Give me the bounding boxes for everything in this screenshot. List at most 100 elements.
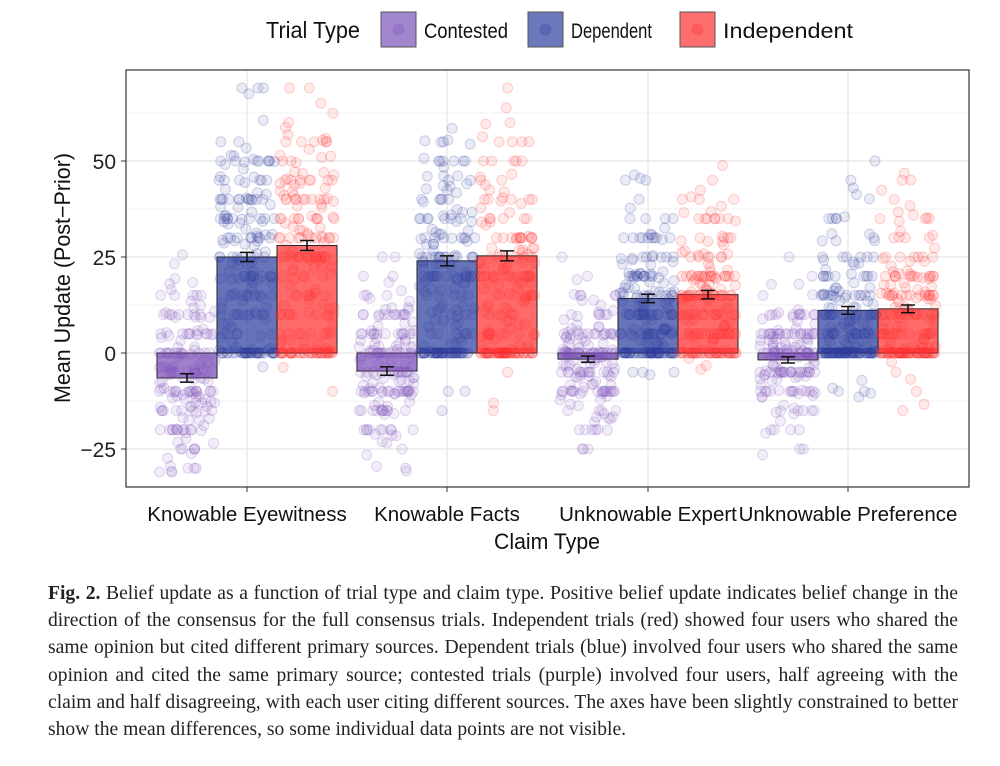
data-point-independent — [291, 289, 303, 301]
data-point-contested — [369, 399, 380, 411]
legend-point-independent — [691, 23, 704, 36]
data-point-independent — [715, 347, 727, 359]
data-point-contested — [602, 424, 613, 436]
data-point-independent — [877, 323, 889, 335]
data-point-independent — [707, 174, 719, 186]
data-point-dependent — [430, 347, 442, 359]
data-point-dependent — [216, 193, 228, 205]
data-point-contested — [390, 430, 402, 442]
data-point-independent — [288, 263, 299, 275]
data-point-contested — [595, 393, 606, 405]
data-point-contested — [406, 347, 418, 359]
data-point-contested — [397, 328, 408, 340]
data-point-contested — [178, 424, 190, 436]
data-point-dependent — [616, 295, 628, 307]
data-point-dependent — [240, 347, 252, 359]
data-point-contested — [764, 366, 776, 378]
data-point-dependent — [233, 273, 245, 284]
data-point-dependent — [427, 238, 439, 250]
data-point-dependent — [426, 283, 437, 295]
data-point-contested — [577, 443, 589, 455]
data-point-dependent — [269, 156, 280, 167]
data-point-contested — [564, 348, 576, 360]
data-point-dependent — [434, 251, 446, 263]
data-point-contested — [169, 311, 181, 323]
data-point-independent — [320, 290, 332, 302]
data-point-dependent — [467, 251, 479, 263]
data-point-independent — [298, 337, 310, 349]
data-point-independent — [923, 273, 935, 284]
data-point-contested — [783, 251, 795, 263]
data-point-contested — [188, 309, 200, 321]
data-point-dependent — [457, 206, 469, 218]
data-point-dependent — [226, 321, 238, 333]
data-point-dependent — [260, 188, 272, 200]
data-point-contested — [599, 385, 611, 397]
data-point-contested — [798, 405, 809, 417]
data-point-contested — [363, 347, 375, 359]
data-point-dependent — [436, 347, 447, 359]
data-point-contested — [193, 390, 205, 402]
data-point-dependent — [242, 347, 254, 359]
data-point-contested — [760, 427, 772, 439]
data-point-dependent — [221, 347, 233, 359]
data-point-contested — [597, 337, 609, 349]
data-point-contested — [565, 385, 577, 397]
data-point-dependent — [453, 347, 465, 359]
data-point-contested — [193, 347, 205, 359]
data-point-contested — [591, 411, 602, 423]
data-point-contested — [773, 367, 785, 379]
data-point-contested — [154, 361, 166, 373]
data-point-contested — [207, 385, 219, 397]
data-point-independent — [323, 303, 335, 315]
data-point-dependent — [425, 347, 437, 359]
data-point-contested — [564, 333, 576, 345]
data-point-dependent — [445, 213, 457, 225]
data-point-dependent — [446, 347, 458, 359]
data-point-contested — [565, 329, 577, 341]
data-point-independent — [526, 232, 538, 244]
data-point-independent — [686, 269, 698, 281]
data-point-contested — [755, 335, 767, 346]
data-point-dependent — [267, 272, 279, 284]
data-point-dependent — [257, 215, 269, 227]
data-point-contested — [789, 328, 801, 340]
data-point-independent — [274, 185, 286, 197]
data-point-contested — [190, 407, 202, 419]
data-point-dependent — [240, 142, 252, 154]
data-point-contested — [404, 295, 416, 307]
data-point-dependent — [653, 286, 665, 298]
data-point-contested — [172, 347, 184, 359]
data-point-contested — [187, 289, 199, 301]
data-point-dependent — [256, 347, 268, 359]
data-point-independent — [910, 385, 922, 397]
data-point-contested — [205, 329, 217, 341]
data-point-dependent — [859, 309, 871, 321]
data-point-independent — [694, 184, 706, 196]
data-point-dependent — [468, 303, 480, 314]
data-point-dependent — [437, 347, 448, 359]
data-point-independent — [504, 117, 516, 129]
data-point-contested — [353, 405, 365, 417]
data-point-contested — [571, 347, 583, 359]
legend-title: Trial Type — [266, 17, 360, 43]
data-point-contested — [153, 385, 165, 397]
caption-label: Fig. 2. — [48, 583, 101, 604]
data-point-contested — [773, 347, 785, 359]
data-point-dependent — [432, 304, 444, 316]
data-point-contested — [597, 385, 609, 397]
data-point-contested — [190, 385, 202, 397]
data-point-dependent — [249, 251, 260, 263]
data-point-independent — [923, 232, 935, 244]
data-point-dependent — [231, 328, 243, 340]
data-point-independent — [318, 236, 330, 248]
data-point-contested — [206, 405, 218, 417]
data-point-contested — [385, 424, 397, 436]
data-point-dependent — [222, 347, 234, 359]
data-point-dependent — [252, 235, 264, 247]
data-point-dependent — [240, 347, 252, 359]
data-point-dependent — [432, 347, 444, 359]
data-point-dependent — [445, 309, 457, 321]
data-point-contested — [778, 366, 790, 378]
data-point-dependent — [239, 270, 251, 282]
